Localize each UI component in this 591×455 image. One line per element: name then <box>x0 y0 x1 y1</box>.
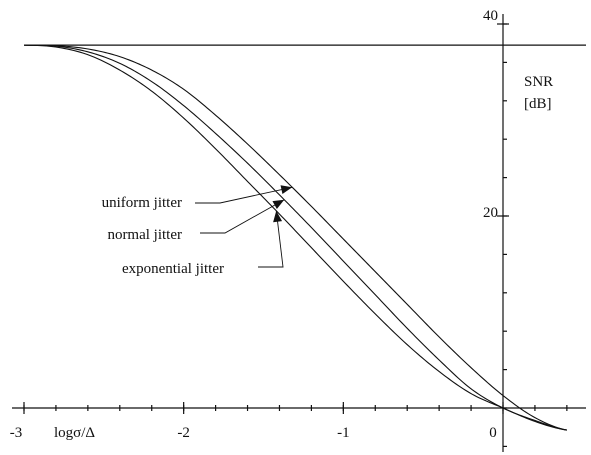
y-tick-label: 20 <box>483 205 498 221</box>
annotation-exponential-jitter: exponential jitter <box>122 261 224 277</box>
series-line-normal-jitter <box>23 44 567 431</box>
x-tick-label: -1 <box>337 425 350 441</box>
major-ticks <box>23 23 509 414</box>
annotation-uniform-jitter: uniform jitter <box>102 195 182 211</box>
series-line-uniform-jitter <box>23 44 567 431</box>
y-tick-label: 40 <box>483 8 498 24</box>
x-axis-label: logσ/Δ <box>54 425 95 441</box>
annotation-leader <box>195 186 293 204</box>
annotation-leader <box>200 199 285 234</box>
annotation-leader <box>258 210 284 268</box>
annotation-arrows <box>195 185 293 268</box>
minor-ticks <box>23 23 568 447</box>
annotation-arrowhead <box>273 210 283 223</box>
x-tick-label: 0 <box>489 425 497 441</box>
y-axis-label-line1: SNR <box>524 74 553 90</box>
annotation-arrowhead <box>280 185 293 195</box>
x-tick-label: -3 <box>10 425 23 441</box>
series-line-exponential-jitter <box>23 44 567 431</box>
annotation-normal-jitter: normal jitter <box>107 227 182 243</box>
annotation-arrowhead <box>272 199 285 210</box>
y-axis-label-line2: [dB] <box>524 96 552 112</box>
x-tick-label: -2 <box>177 425 190 441</box>
